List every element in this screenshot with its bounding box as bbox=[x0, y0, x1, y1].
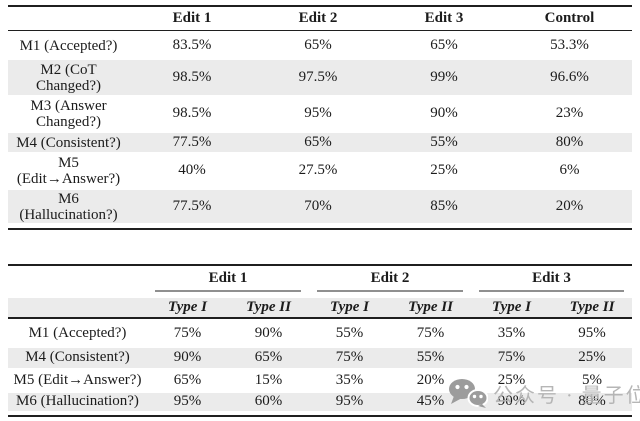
table-row: M1 (Accepted?) 83.5% 65% 65% 53.3% bbox=[8, 31, 632, 60]
cell: 65% bbox=[173, 371, 202, 388]
row-label: M5 (Edit→Answer?) bbox=[16, 155, 121, 187]
cell: 98.5% bbox=[129, 60, 255, 95]
cell: 53.3% bbox=[550, 36, 589, 53]
cell: 80% bbox=[552, 393, 633, 411]
cell: 99% bbox=[381, 60, 507, 95]
cell: 98.5% bbox=[172, 105, 212, 122]
spacer-row bbox=[8, 411, 632, 415]
row-label: M4 (Consistent?) bbox=[8, 348, 147, 368]
cell: 55% bbox=[335, 324, 364, 341]
column-header-type1: Type I bbox=[471, 292, 553, 319]
cell: 40% bbox=[178, 162, 206, 179]
row-label: M4 (Consistent?) bbox=[8, 133, 129, 152]
group-header-edit3: Edit 3 bbox=[471, 266, 632, 292]
cell: 90% bbox=[471, 393, 553, 411]
cell: 85% bbox=[381, 190, 507, 223]
cell: 75% bbox=[416, 324, 445, 341]
table-row: M4 (Consistent?) 90% 65% 75% 55% 75% 25% bbox=[8, 348, 633, 368]
table-row: M6 (Hallucination?) 95% 60% 95% 45% 90% … bbox=[8, 393, 633, 411]
cmidrule bbox=[479, 290, 625, 292]
cell: 35% bbox=[335, 371, 364, 388]
cell: 60% bbox=[228, 393, 310, 411]
cell: 6% bbox=[559, 162, 580, 179]
cell: 75% bbox=[471, 348, 553, 368]
column-header-edit3: Edit 3 bbox=[381, 7, 507, 31]
table-row: M5 (Edit→Answer?) 40% 27.5% 25% 6% bbox=[8, 152, 632, 190]
cell: 95% bbox=[309, 393, 391, 411]
cell: 65% bbox=[228, 348, 310, 368]
column-header-type2: Type II bbox=[552, 292, 633, 319]
table-row: M4 (Consistent?) 77.5% 65% 55% 80% bbox=[8, 133, 632, 152]
cell: 95% bbox=[578, 324, 606, 341]
cell: 65% bbox=[304, 36, 332, 53]
row-label: M6 (Hallucination?) bbox=[8, 190, 129, 223]
column-header-control: Control bbox=[507, 7, 632, 31]
cell: 35% bbox=[497, 324, 526, 341]
cell: 5% bbox=[582, 371, 603, 388]
spacer-row bbox=[8, 223, 632, 228]
cell: 20% bbox=[416, 371, 445, 388]
table-row: M1 (Accepted?) 75% 90% 55% 75% 35% 95% bbox=[8, 319, 632, 348]
cell: 77.5% bbox=[129, 133, 255, 152]
cell: 77.5% bbox=[129, 190, 255, 223]
cell: 65% bbox=[430, 36, 458, 53]
cell: 75% bbox=[309, 348, 391, 368]
group-header-row: Edit 1 Edit 2 Edit 3 bbox=[8, 266, 632, 292]
empty-corner-cell bbox=[8, 7, 129, 31]
cell: 83.5% bbox=[172, 36, 212, 53]
cell: 95% bbox=[304, 105, 332, 122]
table-row: M5 (Edit→Answer?) 65% 15% 35% 20% 25% 5% bbox=[8, 368, 632, 393]
subheader-row: Type I Type II Type I Type II Type I Typ… bbox=[8, 292, 633, 319]
row-label: M3 (Answer Changed?) bbox=[30, 98, 107, 130]
cell: 27.5% bbox=[298, 162, 338, 179]
group-header-edit2: Edit 2 bbox=[309, 266, 471, 292]
cmidrule bbox=[155, 290, 302, 292]
cmidrule bbox=[317, 290, 464, 292]
type-breakdown-table: Edit 1 Edit 2 Edit 3 Type I Type II Type… bbox=[8, 264, 633, 417]
cell: 45% bbox=[390, 393, 472, 411]
cell: 55% bbox=[390, 348, 472, 368]
cell: 97.5% bbox=[255, 60, 381, 95]
cell: 65% bbox=[255, 133, 381, 152]
cell: 96.6% bbox=[507, 60, 632, 95]
cell: 25% bbox=[430, 162, 458, 179]
row-label: M1 (Accepted?) bbox=[19, 37, 118, 54]
table-row: M2 (CoT Changed?) 98.5% 97.5% 99% 96.6% bbox=[8, 60, 632, 95]
row-label: M5 (Edit→Answer?) bbox=[13, 371, 142, 388]
cell: 15% bbox=[254, 371, 283, 388]
column-header-type1: Type I bbox=[147, 292, 228, 319]
empty-corner-cell bbox=[8, 266, 147, 292]
column-header-type2: Type II bbox=[228, 292, 310, 319]
row-label: M1 (Accepted?) bbox=[28, 324, 127, 341]
empty-corner-cell bbox=[8, 292, 147, 319]
table-row: M6 (Hallucination?) 77.5% 70% 85% 20% bbox=[8, 190, 632, 223]
cell: 90% bbox=[254, 324, 283, 341]
column-header-type1: Type I bbox=[309, 292, 391, 319]
table-row: M3 (Answer Changed?) 98.5% 95% 90% 23% bbox=[8, 95, 632, 133]
cell: 90% bbox=[430, 105, 458, 122]
column-header-edit1: Edit 1 bbox=[129, 7, 255, 31]
cell: 25% bbox=[497, 371, 526, 388]
row-label: M2 (CoT Changed?) bbox=[8, 60, 129, 95]
column-header-type2: Type II bbox=[390, 292, 472, 319]
cell: 70% bbox=[255, 190, 381, 223]
row-label: M6 (Hallucination?) bbox=[8, 393, 147, 411]
metrics-by-edit-table: Edit 1 Edit 2 Edit 3 Control M1 (Accepte… bbox=[8, 5, 632, 230]
cell: 95% bbox=[147, 393, 228, 411]
cell: 55% bbox=[381, 133, 507, 152]
cell: 20% bbox=[507, 190, 632, 223]
table-header-row: Edit 1 Edit 2 Edit 3 Control bbox=[8, 7, 632, 31]
cell: 80% bbox=[507, 133, 632, 152]
cell: 75% bbox=[173, 324, 202, 341]
column-header-edit2: Edit 2 bbox=[255, 7, 381, 31]
cell: 23% bbox=[555, 105, 584, 122]
group-header-edit1: Edit 1 bbox=[147, 266, 309, 292]
cell: 90% bbox=[147, 348, 228, 368]
cell: 25% bbox=[552, 348, 633, 368]
